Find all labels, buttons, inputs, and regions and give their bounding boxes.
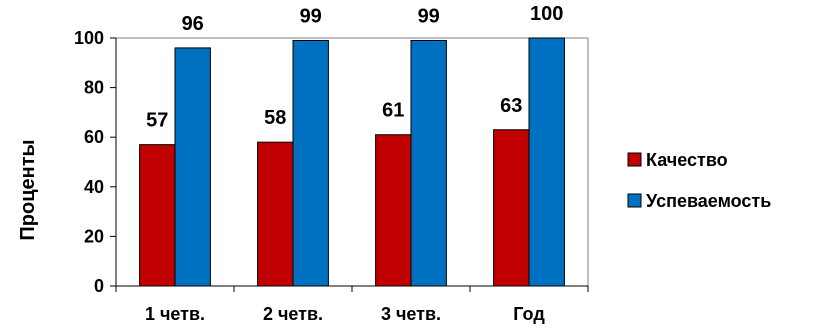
data-label: 100 <box>530 3 563 25</box>
y-axis-title: Проценты <box>17 139 39 240</box>
x-tick-label: 1 четв. <box>145 304 205 324</box>
y-tick-label: 40 <box>84 177 104 197</box>
x-tick-label: Год <box>513 304 545 324</box>
bar-progress <box>174 47 211 287</box>
legend-label: Качество <box>646 150 728 170</box>
y-axis-ticks: 0 20 40 60 80 100 <box>74 28 116 296</box>
data-label: 96 <box>182 13 204 35</box>
legend-label: Успеваемость <box>646 191 771 211</box>
bars <box>139 37 565 287</box>
bar-quality <box>493 129 530 287</box>
bar-progress <box>410 39 447 287</box>
bar-progress <box>528 37 565 287</box>
x-axis-ticks: 1 четв. 2 четв. 3 четв. Год <box>115 286 589 324</box>
y-tick-label: 80 <box>84 78 104 98</box>
data-label: 99 <box>300 5 322 27</box>
y-tick-label: 100 <box>74 28 104 48</box>
legend-swatch <box>627 152 642 167</box>
data-labels: 57 58 61 63 96 99 99 100 <box>146 3 563 132</box>
y-tick-label: 0 <box>94 276 104 296</box>
bar-quality <box>375 134 412 287</box>
data-label: 99 <box>418 5 440 27</box>
legend: Качество Успеваемость <box>627 150 771 211</box>
data-label: 63 <box>500 95 522 117</box>
y-tick-label: 20 <box>84 226 104 246</box>
bar-quality <box>139 144 176 287</box>
data-label: 61 <box>382 100 404 122</box>
data-label: 58 <box>264 107 286 129</box>
legend-swatch <box>627 193 642 208</box>
x-tick-label: 2 четв. <box>263 304 323 324</box>
bar-quality <box>257 141 294 287</box>
y-tick-label: 60 <box>84 127 104 147</box>
data-label: 57 <box>146 110 168 132</box>
bar-progress <box>292 39 329 287</box>
x-tick-label: 3 четв. <box>381 304 441 324</box>
